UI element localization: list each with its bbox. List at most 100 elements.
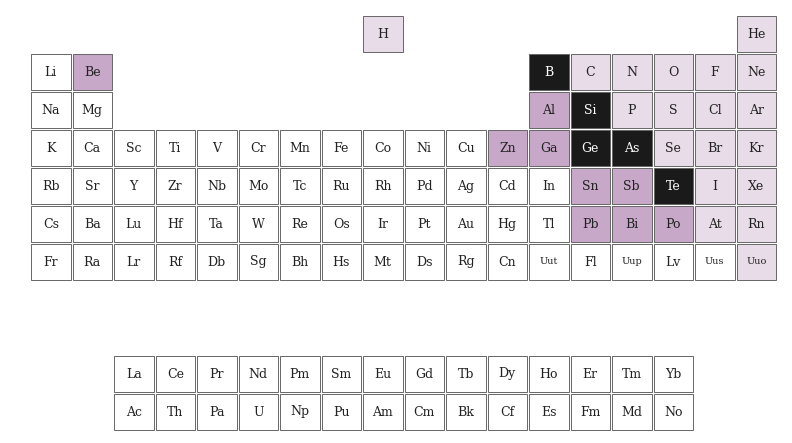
Bar <box>238 168 278 204</box>
Bar <box>529 356 569 392</box>
Text: Ti: Ti <box>169 141 181 155</box>
Text: Tc: Tc <box>292 179 307 193</box>
Text: Cm: Cm <box>413 405 435 419</box>
Bar <box>31 130 70 166</box>
Text: Sc: Sc <box>126 141 142 155</box>
Text: Md: Md <box>621 405 642 419</box>
Text: Sr: Sr <box>85 179 100 193</box>
Text: Mt: Mt <box>374 256 392 268</box>
Text: Br: Br <box>707 141 722 155</box>
Text: Cu: Cu <box>457 141 474 155</box>
Bar <box>114 356 154 392</box>
Text: Xe: Xe <box>748 179 764 193</box>
Bar <box>363 206 402 242</box>
Bar <box>73 92 112 128</box>
Text: Pm: Pm <box>290 368 310 381</box>
Text: Ho: Ho <box>539 368 558 381</box>
Bar <box>446 168 485 204</box>
Bar <box>363 356 402 392</box>
Bar <box>155 168 195 204</box>
Text: Sn: Sn <box>582 179 599 193</box>
Text: Rb: Rb <box>42 179 59 193</box>
Bar <box>612 394 652 430</box>
Text: Uuo: Uuo <box>746 257 767 267</box>
Text: O: O <box>668 66 679 78</box>
Bar <box>570 130 610 166</box>
Bar <box>612 92 652 128</box>
Text: Mg: Mg <box>82 104 103 117</box>
Bar <box>322 356 361 392</box>
Text: Uut: Uut <box>539 257 558 267</box>
Bar <box>197 244 237 280</box>
Bar <box>612 244 652 280</box>
Bar <box>280 244 319 280</box>
Text: W: W <box>252 218 265 230</box>
Text: Sg: Sg <box>250 256 267 268</box>
Text: B: B <box>544 66 554 78</box>
Bar <box>322 168 361 204</box>
Bar <box>31 54 70 90</box>
Text: Ca: Ca <box>84 141 101 155</box>
Text: Hf: Hf <box>167 218 183 230</box>
Bar <box>155 206 195 242</box>
Text: Sm: Sm <box>331 368 352 381</box>
Text: Ne: Ne <box>747 66 765 78</box>
Bar <box>73 130 112 166</box>
Text: Db: Db <box>208 256 226 268</box>
Bar <box>612 206 652 242</box>
Bar <box>446 394 485 430</box>
Bar <box>612 356 652 392</box>
Text: Ra: Ra <box>84 256 101 268</box>
Text: Bh: Bh <box>291 256 308 268</box>
Text: Th: Th <box>167 405 184 419</box>
Text: Pr: Pr <box>210 368 224 381</box>
Text: Te: Te <box>666 179 680 193</box>
Bar <box>322 394 361 430</box>
Text: Si: Si <box>584 104 596 117</box>
Bar <box>238 206 278 242</box>
Bar <box>197 130 237 166</box>
Bar <box>197 356 237 392</box>
Text: La: La <box>126 368 142 381</box>
Text: I: I <box>712 179 718 193</box>
Text: Tb: Tb <box>458 368 474 381</box>
Text: Cf: Cf <box>500 405 514 419</box>
Bar <box>653 394 693 430</box>
Bar <box>488 244 527 280</box>
Text: Ni: Ni <box>417 141 432 155</box>
Text: Nb: Nb <box>208 179 227 193</box>
Bar <box>570 92 610 128</box>
Bar <box>570 206 610 242</box>
Bar <box>488 168 527 204</box>
Text: Eu: Eu <box>374 368 391 381</box>
Bar <box>653 356 693 392</box>
Bar <box>653 92 693 128</box>
Bar <box>114 206 154 242</box>
Text: Rg: Rg <box>457 256 474 268</box>
Text: Ru: Ru <box>333 179 350 193</box>
Bar <box>695 244 734 280</box>
Bar <box>322 206 361 242</box>
Bar <box>238 394 278 430</box>
Bar <box>653 244 693 280</box>
Bar <box>653 130 693 166</box>
Bar <box>405 168 444 204</box>
Text: Mo: Mo <box>248 179 268 193</box>
Bar <box>405 394 444 430</box>
Bar <box>529 168 569 204</box>
Bar <box>612 168 652 204</box>
Bar <box>155 356 195 392</box>
Text: In: In <box>543 179 555 193</box>
Bar <box>488 130 527 166</box>
Bar <box>73 206 112 242</box>
Bar <box>529 92 569 128</box>
Bar <box>570 54 610 90</box>
Text: Cr: Cr <box>250 141 266 155</box>
Text: N: N <box>626 66 638 78</box>
Text: Nd: Nd <box>249 368 268 381</box>
Text: Fe: Fe <box>333 141 349 155</box>
Bar <box>73 244 112 280</box>
Bar <box>570 244 610 280</box>
Bar <box>405 206 444 242</box>
Text: Rf: Rf <box>168 256 182 268</box>
